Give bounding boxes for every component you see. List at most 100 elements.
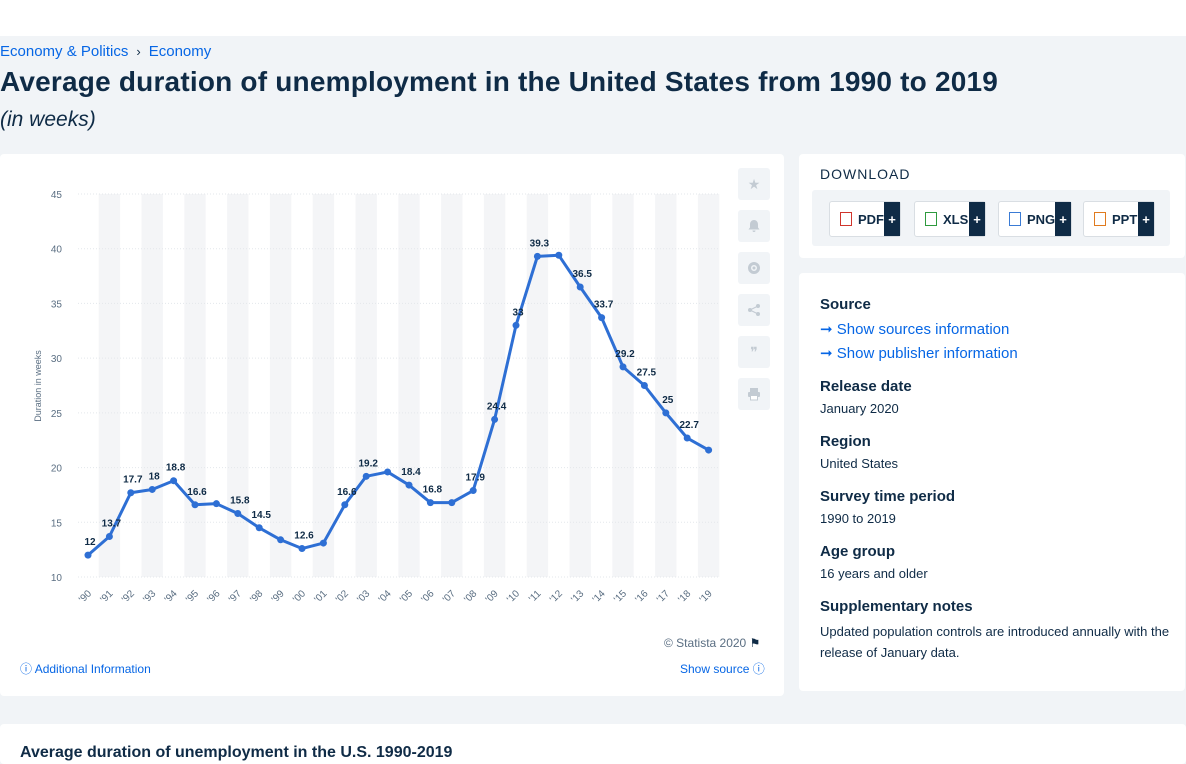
x-tick-label: '95 [184,588,201,605]
star-icon[interactable]: ★ [738,168,770,200]
share-icon[interactable] [738,294,770,326]
data-point [277,536,285,544]
supplementary-notes-label: Supplementary notes [820,598,973,615]
data-label: 25 [662,395,674,406]
region-label: Region [820,433,871,450]
x-tick-label: '04 [377,588,394,605]
download-ppt-button[interactable]: PPT + [1083,201,1155,237]
show-source-link[interactable]: Show source ⓘ [680,660,765,677]
additional-information-link[interactable]: ⓘ Additional Information [20,660,151,677]
arrow-right-icon: ➞ [820,345,833,362]
x-tick-label: '10 [505,588,522,605]
release-date-value: January 2020 [820,401,899,416]
quote-icon[interactable]: ❞ [738,336,770,368]
data-label: 29.2 [615,349,635,360]
data-point [533,252,541,260]
data-point [705,446,713,454]
page-title: Average duration of unemployment in the … [0,66,999,97]
column-band [526,194,549,577]
data-label: 15.8 [230,496,250,507]
column-band [312,194,335,577]
flag-icon[interactable]: ⚑ [749,636,761,650]
x-tick-label: '97 [227,588,244,605]
data-label: 33 [512,307,524,318]
download-pdf-button[interactable]: PDF + [829,201,901,237]
chart-toolbar: ★ ❞ [738,168,770,410]
data-point [426,499,434,507]
y-tick-label: 35 [51,299,63,310]
source-label: Source [820,296,871,313]
data-label: 22.7 [679,420,699,431]
region-value: United States [820,456,899,471]
plus-icon: + [884,202,900,236]
survey-period-label: Survey time period [820,488,956,505]
breadcrumb-item-economy-politics[interactable]: Economy & Politics [0,43,129,60]
data-point [555,251,563,259]
show-publisher-link[interactable]: ➞ Show publisher information [820,344,1018,362]
copyright-label: © Statista 2020 ⚑ [664,636,760,650]
data-label: 16.6 [337,487,357,498]
data-label: 12.6 [294,531,314,542]
plus-icon: + [969,202,985,236]
x-tick-label: '94 [163,588,180,605]
bell-icon[interactable] [738,210,770,242]
x-tick-label: '07 [441,588,458,605]
data-point [512,321,520,329]
data-label: 39.3 [530,238,550,249]
download-pdf-label: PDF [858,211,884,227]
age-group-label: Age group [820,543,895,560]
x-tick-label: '01 [313,588,330,605]
data-label: 14.5 [251,510,271,521]
x-tick-label: '12 [548,588,565,605]
data-point [662,409,670,417]
column-band [184,194,206,577]
info-icon: ⓘ [20,662,33,676]
data-point [405,481,413,489]
data-label: 17.7 [123,475,143,486]
data-label: 36.5 [572,269,592,280]
x-tick-label: '00 [291,588,308,605]
data-point [448,499,456,507]
bottom-card: Average duration of unemployment in the … [0,724,1186,764]
top-bar [0,0,1186,36]
breadcrumb: Economy & Politics › Economy [0,43,211,60]
column-band [569,194,591,577]
data-point [469,487,477,495]
data-point [341,501,349,509]
x-tick-label: '92 [120,588,137,605]
y-tick-label: 20 [51,464,63,475]
show-sources-link[interactable]: ➞ Show sources information [820,320,1009,338]
additional-information-label: Additional Information [34,662,151,676]
data-label: 13.7 [102,519,122,530]
data-label: 18 [149,471,161,482]
column-band [227,194,249,577]
download-xls-button[interactable]: XLS + [914,201,986,237]
y-tick-label: 10 [51,573,63,584]
data-point [362,472,370,480]
data-point [491,415,499,423]
column-band [483,194,506,577]
data-point [384,468,392,476]
data-point [255,524,263,532]
print-icon[interactable] [738,378,770,410]
data-point [105,533,113,541]
chevron-right-icon: › [136,44,141,59]
data-label: 17.9 [465,473,485,484]
info-icon: ⓘ [752,662,765,676]
plus-icon: + [1055,202,1071,236]
breadcrumb-item-economy[interactable]: Economy [148,43,212,60]
series-line [87,253,710,557]
data-point [148,485,156,493]
column-band [98,194,121,577]
chart-card [0,154,784,696]
data-point [298,545,306,553]
data-label: 24.4 [487,401,507,412]
gear-icon[interactable] [738,252,770,284]
survey-period-value: 1990 to 2019 [820,511,896,526]
x-tick-label: '06 [420,588,437,605]
x-tick-label: '05 [398,588,415,605]
download-png-button[interactable]: PNG + [998,201,1072,237]
x-tick-label: '91 [99,588,116,605]
x-tick-label: '96 [206,588,223,605]
